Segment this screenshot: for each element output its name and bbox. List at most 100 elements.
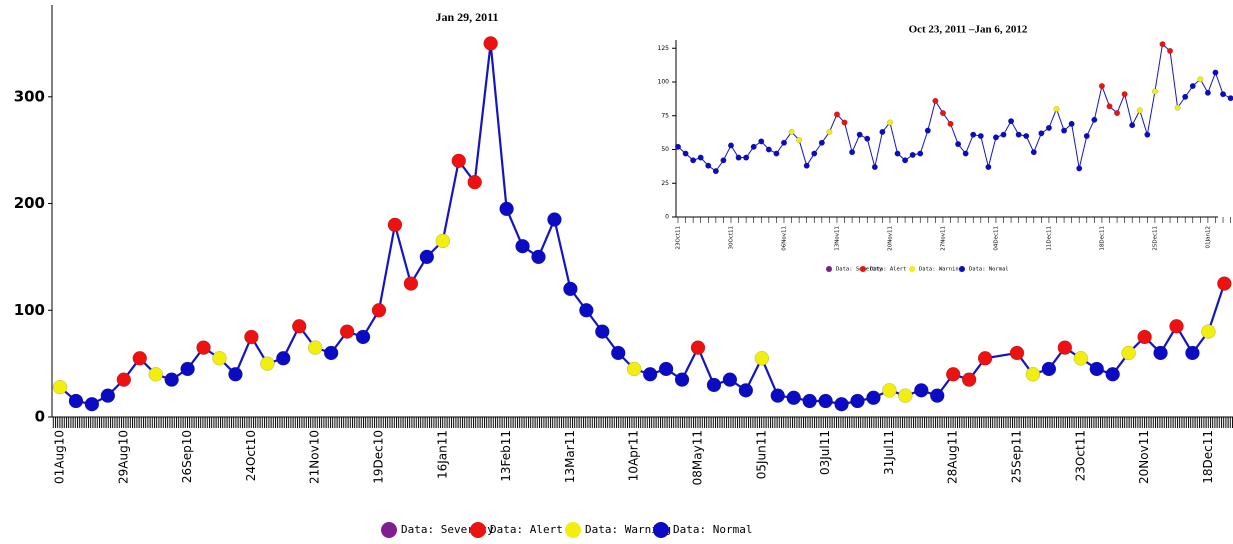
x-tick-label: 16Jan11 (435, 430, 449, 479)
data-point (773, 150, 780, 157)
data-point (856, 131, 863, 138)
data-point (833, 111, 841, 118)
legend-swatch (909, 266, 915, 272)
data-point (826, 128, 833, 135)
x-tick-label: 18Dec11 (1099, 226, 1105, 251)
x-tick-label: 13Feb11 (499, 430, 513, 482)
data-point (674, 143, 682, 150)
data-point (1057, 340, 1073, 355)
data-point (690, 157, 697, 164)
data-point (871, 164, 878, 171)
data-point (435, 233, 451, 249)
data-point (879, 128, 886, 135)
data-point (1009, 345, 1025, 361)
data-point (1121, 91, 1128, 98)
data-point (244, 329, 259, 345)
data-point (1137, 329, 1152, 345)
legend-label: Data: Normal (969, 267, 1009, 273)
data-point (1105, 367, 1120, 382)
data-point (1000, 131, 1007, 138)
data-point (961, 372, 977, 387)
data-point (212, 351, 227, 366)
data-point (886, 119, 894, 126)
y-tick-label: 200 (14, 194, 45, 212)
data-point (611, 345, 626, 361)
data-point (690, 340, 706, 355)
data-point (451, 153, 466, 169)
data-point (1038, 130, 1045, 137)
data-point (403, 276, 419, 291)
x-tick-label: 20Nov11 (1137, 430, 1151, 484)
data-point (563, 281, 578, 297)
data-point (917, 150, 924, 157)
data-point (674, 372, 690, 387)
data-point (1091, 116, 1098, 123)
x-tick-label: 27Nov11 (940, 226, 946, 251)
data-point (894, 150, 901, 157)
x-tick-label: 30Oct11 (728, 226, 734, 250)
data-point (1041, 361, 1057, 377)
data-point (292, 319, 307, 334)
data-point (985, 164, 992, 171)
data-point (754, 351, 770, 366)
data-point (180, 361, 195, 377)
data-point (658, 361, 674, 377)
x-tick-label: 31Jul11 (882, 430, 896, 475)
data-point (788, 128, 795, 135)
data-point (307, 340, 323, 355)
data-point (1159, 41, 1166, 48)
x-tick-label: 24Oct10 (244, 430, 258, 481)
data-point (902, 157, 909, 164)
data-point (1185, 345, 1200, 361)
data-point (1083, 132, 1090, 140)
x-axis-hatching (52, 417, 1233, 428)
data-point (196, 340, 211, 355)
data-point (1129, 122, 1136, 129)
data-point (626, 361, 642, 377)
data-point (642, 367, 658, 382)
data-point (148, 367, 163, 382)
data-point (939, 110, 947, 117)
data-point (765, 146, 772, 153)
data-point (945, 367, 961, 382)
data-point (1053, 105, 1060, 113)
data-point (68, 393, 84, 409)
data-point (727, 142, 735, 149)
legend-swatch (565, 522, 581, 538)
y-tick-label: 75 (661, 112, 669, 119)
y-tick-label: 0 (665, 214, 669, 221)
data-point (682, 150, 689, 157)
x-tick-label: 20Nov11 (887, 226, 893, 251)
data-point (387, 217, 403, 233)
data-point (515, 238, 530, 254)
annotation: Jan 29, 2011 (435, 10, 498, 24)
data-point (811, 150, 818, 157)
x-tick-label: 28Aug11 (946, 430, 960, 484)
x-tick-label: 25Dec11 (1152, 226, 1158, 251)
data-point (339, 324, 355, 339)
data-point (977, 132, 984, 140)
data-point (1219, 91, 1227, 98)
data-point (932, 97, 939, 104)
data-point (483, 36, 498, 51)
data-point (947, 120, 954, 127)
data-point (705, 162, 712, 169)
data-point (1073, 351, 1089, 366)
data-point (1197, 76, 1204, 83)
data-point (909, 151, 916, 158)
y-tick-label: 300 (14, 87, 45, 105)
data-point (796, 137, 803, 144)
legend-label: Data: Normal (673, 523, 752, 536)
data-point (924, 127, 931, 134)
data-point (1025, 367, 1041, 382)
data-point (371, 303, 387, 318)
y-tick-label: 100 (658, 79, 670, 86)
x-tick-label: 10Apr11 (627, 430, 641, 481)
data-point (882, 383, 897, 398)
y-tick-label: 0 (35, 408, 45, 426)
data-point (818, 139, 825, 146)
x-tick-label: 25Sep11 (1010, 430, 1024, 483)
data-point (955, 141, 962, 148)
data-point (531, 249, 546, 265)
legend-swatch (860, 266, 866, 272)
